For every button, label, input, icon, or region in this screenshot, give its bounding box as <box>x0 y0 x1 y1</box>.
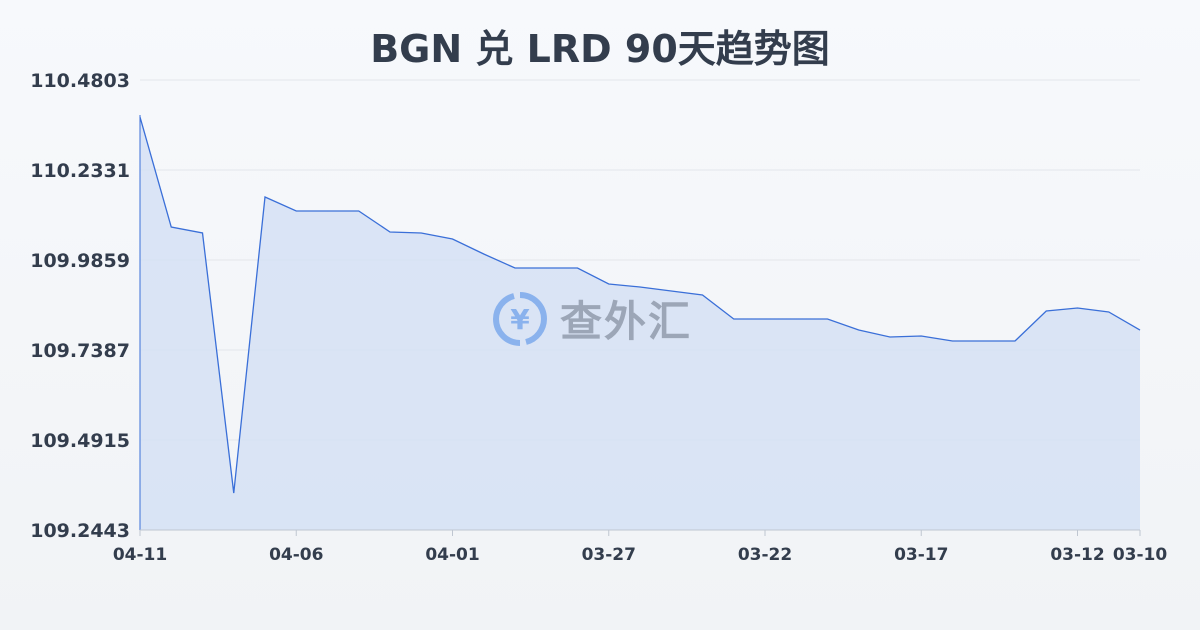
svg-text:¥: ¥ <box>510 303 530 336</box>
y-tick-label: 110.4803 <box>30 70 130 92</box>
x-tick-label: 04-06 <box>269 545 323 565</box>
y-tick-label: 110.2331 <box>30 160 130 182</box>
x-tick-label: 03-10 <box>1113 545 1168 565</box>
yen-exchange-icon: ¥ <box>493 291 547 346</box>
x-tick-label: 03-22 <box>738 545 792 565</box>
y-tick-label: 109.7387 <box>30 340 130 362</box>
x-tick-label: 04-11 <box>113 545 167 565</box>
watermark: ¥ 查外汇 <box>490 288 692 349</box>
x-tick-label: 03-27 <box>582 545 636 565</box>
x-tick-label: 04-01 <box>425 545 479 565</box>
watermark-text: 查外汇 <box>560 297 693 346</box>
x-tick-label: 03-17 <box>894 545 948 565</box>
chart-title: BGN 兑 LRD 90天趋势图 <box>370 27 830 71</box>
area-fill <box>140 116 1140 530</box>
x-tick-label: 03-12 <box>1050 545 1104 565</box>
y-tick-label: 109.9859 <box>30 250 130 272</box>
y-tick-label: 109.4915 <box>30 430 130 452</box>
y-tick-label: 109.2443 <box>30 520 130 542</box>
